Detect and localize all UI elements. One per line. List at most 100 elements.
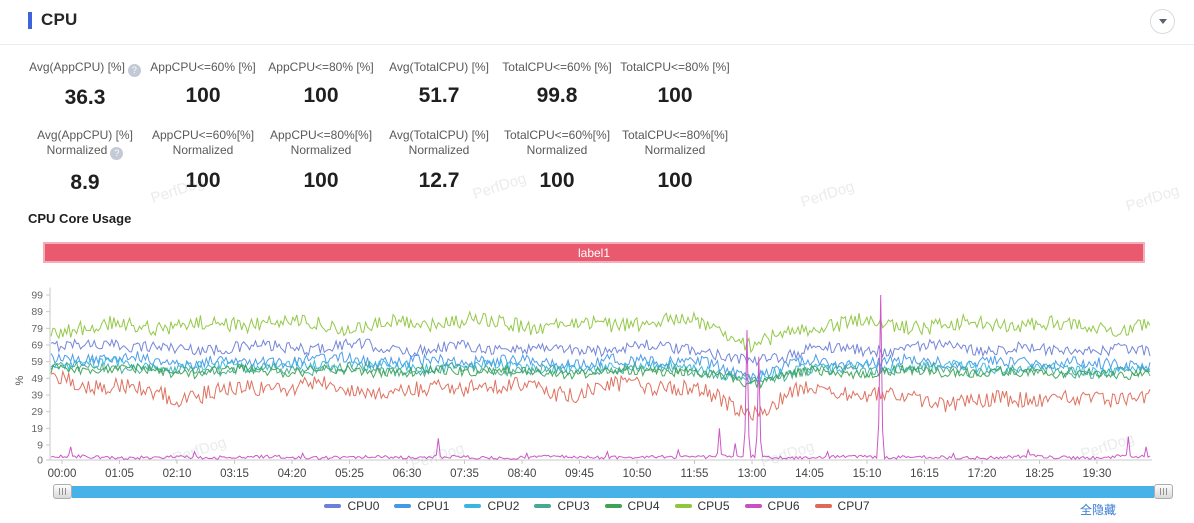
metric-value: 8.9 bbox=[70, 171, 100, 194]
metric-label: Avg(AppCPU) [%] bbox=[37, 128, 133, 142]
svg-text:79: 79 bbox=[31, 323, 43, 335]
legend-label: CPU6 bbox=[767, 499, 800, 513]
legend-label: CPU0 bbox=[347, 499, 380, 513]
metric-value: 12.7 bbox=[418, 169, 460, 192]
svg-text:17:20: 17:20 bbox=[968, 468, 997, 478]
legend-label: CPU5 bbox=[697, 499, 730, 513]
legend-label: CPU3 bbox=[557, 499, 590, 513]
chart-range-scrollbar bbox=[53, 484, 1173, 499]
metric-appcpu-le80-normalized: AppCPU<=80%[%] Normalized 100 bbox=[262, 128, 380, 195]
help-icon[interactable]: ? bbox=[127, 64, 141, 77]
label-banner[interactable]: label1 bbox=[43, 242, 1145, 263]
svg-text:59: 59 bbox=[31, 356, 43, 368]
legend-item-cpu2[interactable]: CPU2 bbox=[464, 499, 519, 513]
metric-label: AppCPU<=80%[%] bbox=[269, 128, 373, 142]
legend-item-cpu6[interactable]: CPU6 bbox=[744, 499, 800, 513]
metric-label-line2: Normalized bbox=[644, 143, 706, 157]
svg-text:04:20: 04:20 bbox=[278, 468, 307, 478]
series-line-cpu0 bbox=[50, 337, 1151, 367]
scrollbar-right-handle[interactable] bbox=[1154, 484, 1173, 499]
legend-item-cpu3[interactable]: CPU3 bbox=[534, 499, 590, 513]
legend-item-cpu1[interactable]: CPU1 bbox=[394, 499, 449, 513]
perfdog-watermark: PerfDog bbox=[798, 177, 857, 212]
svg-text:%: % bbox=[14, 376, 26, 386]
svg-text:19: 19 bbox=[31, 423, 43, 435]
legend-label: CPU2 bbox=[487, 499, 520, 513]
metric-value: 100 bbox=[657, 84, 693, 107]
svg-text:06:30: 06:30 bbox=[393, 468, 422, 478]
svg-text:11:55: 11:55 bbox=[681, 468, 709, 478]
svg-text:14:05: 14:05 bbox=[795, 468, 824, 478]
metric-value: 100 bbox=[539, 169, 575, 192]
metric-label: AppCPU<=80% [%] bbox=[268, 60, 374, 74]
metric-label: AppCPU<=60%[%] bbox=[151, 128, 255, 142]
metric-value: 99.8 bbox=[536, 84, 578, 107]
metric-label-line2: Normalized bbox=[526, 143, 588, 157]
metric-value: 36.3 bbox=[64, 86, 106, 109]
legend-marker-icon bbox=[604, 504, 622, 508]
legend-item-cpu0[interactable]: CPU0 bbox=[324, 499, 379, 513]
scrollbar-track-fill[interactable] bbox=[72, 485, 1154, 498]
svg-text:15:10: 15:10 bbox=[853, 468, 882, 478]
legend-label: CPU1 bbox=[417, 499, 450, 513]
metric-totalcpu-le60: TotalCPU<=60% [%] 99.8 bbox=[498, 60, 616, 110]
legend-marker-icon bbox=[744, 504, 762, 508]
svg-text:10:50: 10:50 bbox=[623, 468, 652, 478]
metric-totalcpu-le80-normalized: TotalCPU<=80%[%] Normalized 100 bbox=[616, 128, 734, 195]
grip-icon bbox=[59, 488, 66, 495]
svg-text:01:05: 01:05 bbox=[105, 468, 134, 478]
metric-label: TotalCPU<=80% [%] bbox=[620, 60, 730, 74]
metric-value: 100 bbox=[657, 169, 693, 192]
metric-label-line2: Normalized bbox=[46, 143, 108, 157]
svg-text:03:15: 03:15 bbox=[220, 468, 249, 478]
hide-all-link[interactable]: 全隐藏 bbox=[1080, 503, 1117, 517]
series-line-cpu7 bbox=[50, 369, 1151, 422]
svg-text:49: 49 bbox=[31, 373, 43, 385]
legend-marker-icon bbox=[324, 504, 342, 508]
metric-value: 100 bbox=[185, 84, 221, 107]
chart-legend: CPU0 CPU1 CPU2 CPU3 CPU4 CPU5 CPU6 CPU7 bbox=[0, 499, 1194, 513]
metric-value: 100 bbox=[303, 169, 339, 192]
collapse-button[interactable] bbox=[1150, 9, 1175, 34]
legend-marker-icon bbox=[674, 504, 692, 508]
legend-marker-icon bbox=[534, 504, 552, 508]
svg-text:39: 39 bbox=[31, 390, 43, 402]
header-divider bbox=[0, 44, 1194, 45]
grip-icon bbox=[1160, 488, 1167, 495]
svg-text:19:30: 19:30 bbox=[1083, 468, 1112, 478]
series-line-cpu6 bbox=[50, 294, 1151, 461]
cpu-core-usage-chart[interactable]: 0 9 19 29 39 49 59 69 79 89 99% 00:00 01:05 02:10 03:1… bbox=[12, 272, 1178, 480]
svg-text:9: 9 bbox=[37, 440, 43, 452]
svg-text:07:35: 07:35 bbox=[450, 468, 479, 478]
svg-text:89: 89 bbox=[31, 306, 43, 318]
metric-value: 100 bbox=[303, 84, 339, 107]
metric-value: 51.7 bbox=[418, 84, 460, 107]
metric-label: TotalCPU<=60% [%] bbox=[502, 60, 612, 74]
metric-label: Avg(TotalCPU) [%] bbox=[389, 60, 489, 74]
scrollbar-left-handle[interactable] bbox=[53, 484, 72, 499]
accent-bar bbox=[28, 11, 32, 29]
metric-label-line2: Normalized bbox=[172, 143, 234, 157]
metric-label: TotalCPU<=80%[%] bbox=[621, 128, 729, 142]
legend-marker-icon bbox=[814, 504, 832, 508]
panel-header: CPU bbox=[28, 10, 78, 30]
svg-text:09:45: 09:45 bbox=[565, 468, 594, 478]
section-title: CPU Core Usage bbox=[28, 211, 132, 226]
legend-item-cpu5[interactable]: CPU5 bbox=[674, 499, 730, 513]
help-icon[interactable]: ? bbox=[110, 147, 124, 160]
legend-marker-icon bbox=[464, 504, 482, 508]
metric-value: 100 bbox=[185, 169, 221, 192]
series-line-cpu4 bbox=[50, 363, 1151, 389]
legend-item-cpu4[interactable]: CPU4 bbox=[604, 499, 660, 513]
legend-item-cpu7[interactable]: CPU7 bbox=[814, 499, 870, 513]
perfdog-watermark: PerfDog bbox=[1123, 181, 1182, 216]
metrics-row-2: Avg(AppCPU) [%] Normalized? 8.9 AppCPU<=… bbox=[26, 128, 734, 195]
svg-text:0: 0 bbox=[37, 455, 43, 467]
metric-appcpu-le80: AppCPU<=80% [%] 100 bbox=[262, 60, 380, 110]
metric-appcpu-le60-normalized: AppCPU<=60%[%] Normalized 100 bbox=[144, 128, 262, 195]
metric-avg-totalcpu: Avg(TotalCPU) [%] 51.7 bbox=[380, 60, 498, 110]
svg-text:08:40: 08:40 bbox=[508, 468, 537, 478]
metric-appcpu-le60: AppCPU<=60% [%] 100 bbox=[144, 60, 262, 110]
metric-avg-totalcpu-normalized: Avg(TotalCPU) [%] Normalized 12.7 bbox=[380, 128, 498, 195]
